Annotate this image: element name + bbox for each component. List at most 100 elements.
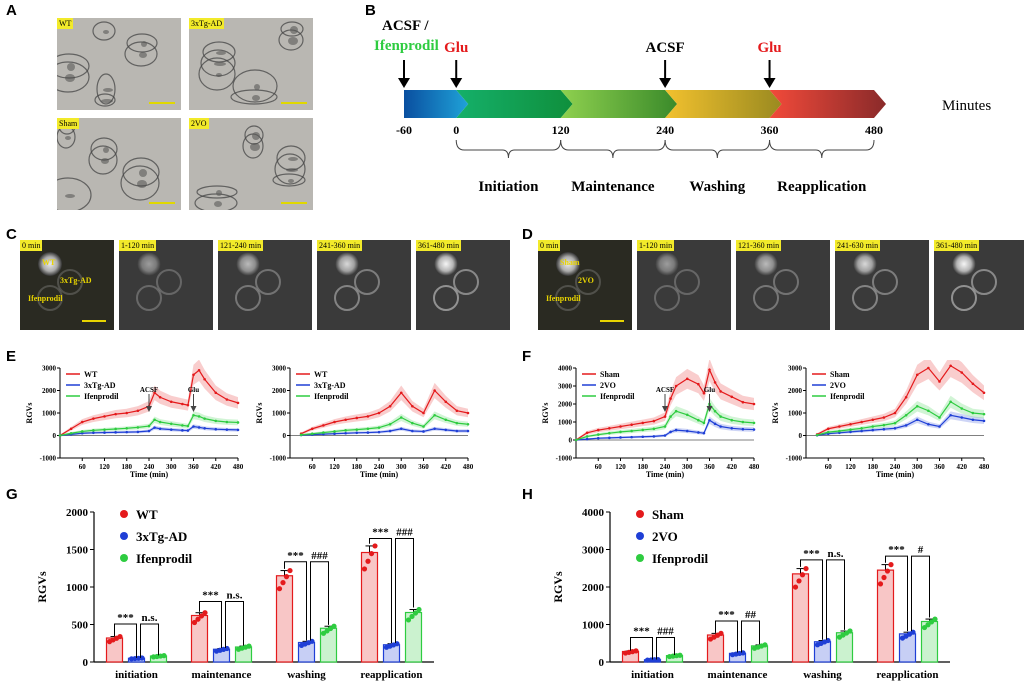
data-point	[114, 431, 117, 434]
data-point	[225, 398, 229, 401]
category-label: initiation	[115, 669, 158, 681]
data-point	[702, 431, 706, 435]
data-point	[114, 412, 117, 416]
data-point	[377, 411, 381, 415]
panel-e-label: E	[6, 348, 17, 365]
data-point	[366, 427, 370, 431]
time-label: 1-120 min	[637, 240, 675, 251]
data-point	[881, 574, 887, 581]
data-point	[181, 424, 184, 427]
fluorescence-tile: 121-360 min	[736, 240, 830, 330]
bar-fill	[666, 655, 683, 662]
y-tick-label: 2000	[42, 387, 57, 395]
panel-d-label: D	[522, 226, 533, 243]
data-point	[915, 418, 919, 422]
category-label: washing	[803, 669, 842, 681]
significance-label: ***	[117, 612, 134, 624]
fluorescence-tile: 241-360 min	[317, 240, 411, 330]
data-point	[422, 411, 425, 415]
data-point	[713, 422, 717, 426]
data-point	[838, 431, 841, 435]
data-point	[366, 431, 370, 434]
bar-fill	[729, 653, 746, 662]
x-tick-label: 480	[749, 463, 760, 471]
data-point	[741, 400, 745, 404]
annotation-label: Glu	[704, 386, 715, 394]
bar-fill	[191, 615, 208, 662]
em-tile-label: 3xTg-AD	[189, 18, 225, 29]
y-tick-label: 0	[283, 432, 287, 440]
legend-label: Sham	[652, 507, 684, 522]
overlay-label: Ifenprodil	[546, 294, 581, 303]
data-point	[287, 567, 293, 574]
data-point	[730, 418, 734, 422]
data-point	[161, 653, 167, 659]
data-point	[860, 427, 863, 430]
panel-b-timeline: Minutes -60 0 120 240 360 480 ACSF / Ifenprodil G…	[374, 18, 991, 195]
significance-label: #	[918, 544, 924, 556]
data-point	[803, 565, 809, 572]
error-band	[817, 360, 984, 436]
panel-e-right-chart: 60 120 180 240 300 360 420 480 -1000 0 1000 2000 300…	[255, 365, 474, 480]
data-point	[181, 429, 184, 432]
data-point	[718, 630, 724, 636]
significance-label: ##	[745, 609, 757, 621]
panel-c-label: C	[6, 226, 17, 243]
category-label: reapplication	[876, 669, 938, 681]
data-point	[333, 420, 336, 424]
data-point	[608, 431, 611, 435]
x-axis-label: Time (min)	[130, 470, 169, 479]
fluorescence-tile: 0 min WT 3xTg-AD Ifenprodil	[20, 240, 114, 330]
time-label: 0 min	[538, 240, 561, 251]
data-point	[299, 433, 303, 437]
data-point	[203, 377, 206, 381]
data-point	[377, 430, 381, 434]
data-point	[630, 429, 633, 433]
em-tile: Sham	[57, 118, 181, 210]
category-label: initiation	[631, 669, 674, 681]
data-point	[399, 427, 403, 431]
series-line	[817, 414, 985, 436]
x-tick-label: 420	[727, 463, 738, 471]
legend-swatch	[120, 554, 128, 562]
category-label: maintenance	[708, 669, 768, 681]
data-point	[932, 616, 938, 622]
x-tick-label: 240	[374, 463, 385, 471]
data-point	[652, 419, 656, 423]
data-point	[444, 418, 448, 422]
data-point	[663, 434, 667, 437]
data-point	[960, 371, 964, 374]
significance-bracket	[885, 555, 908, 632]
data-point	[669, 415, 672, 418]
timeline-tick: -60	[396, 123, 412, 137]
significance-bracket	[369, 538, 392, 644]
data-point	[938, 416, 941, 419]
legend-label: Sham	[600, 370, 620, 379]
data-point	[197, 415, 201, 418]
data-point	[838, 425, 841, 428]
y-tick-label: 1000	[66, 582, 89, 594]
data-point	[882, 423, 886, 427]
legend-label: 3xTg-AD	[314, 381, 346, 390]
data-point	[915, 373, 919, 377]
significance-label: n.s.	[828, 548, 844, 560]
data-point	[444, 400, 448, 404]
data-point	[433, 413, 436, 417]
legend-swatch	[120, 532, 128, 540]
data-point	[322, 424, 325, 427]
data-point	[169, 400, 173, 404]
data-point	[949, 400, 952, 404]
data-point	[719, 415, 722, 418]
significance-label: ***	[202, 590, 219, 602]
legend-label: 2VO	[830, 381, 846, 390]
y-tick-label: 1000	[272, 410, 287, 418]
data-point	[276, 586, 283, 592]
data-point	[377, 426, 381, 429]
data-point	[971, 411, 975, 415]
data-point	[971, 418, 975, 422]
category-label: maintenance	[192, 669, 252, 681]
timeline-tick: 360	[761, 123, 779, 137]
significance-bracket	[715, 620, 738, 653]
data-point	[596, 433, 600, 436]
time-label: 241-630 min	[835, 240, 881, 251]
